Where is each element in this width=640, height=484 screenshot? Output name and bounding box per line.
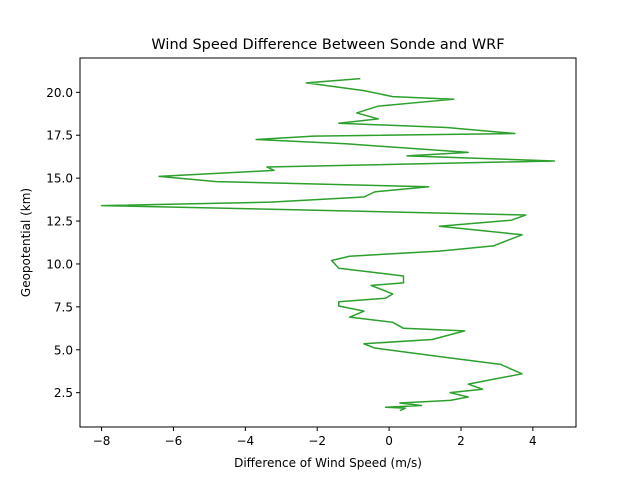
y-axis-label: Geopotential (km) <box>19 188 33 297</box>
x-tick-label: 0 <box>385 434 393 448</box>
x-axis-ticks: −8 −6 −4 −2 0 2 4 <box>93 427 537 448</box>
series-line-0 <box>100 77 556 412</box>
x-tick-label: −2 <box>308 434 326 448</box>
y-tick-label: 10.0 <box>46 257 73 271</box>
y-tick-label: 2.5 <box>54 386 73 400</box>
x-tick-label: −6 <box>165 434 183 448</box>
y-tick-label: 12.5 <box>46 215 73 229</box>
y-axis-ticks: 2.5 5.0 7.5 10.0 12.5 15.0 17.5 20.0 <box>46 86 80 400</box>
y-tick-label: 5.0 <box>54 343 73 357</box>
y-tick-label: 15.0 <box>46 172 73 186</box>
y-tick-label: 20.0 <box>46 86 73 100</box>
x-tick-label: −4 <box>236 434 254 448</box>
plot-area-frame <box>79 57 577 428</box>
series-group <box>100 77 556 412</box>
chart-title: Wind Speed Difference Between Sonde and … <box>151 37 504 53</box>
y-tick-label: 17.5 <box>46 129 73 143</box>
x-tick-label: 4 <box>529 434 537 448</box>
x-axis-label: Difference of Wind Speed (m/s) <box>234 456 422 470</box>
x-tick-label: −8 <box>93 434 111 448</box>
y-tick-label: 7.5 <box>54 300 73 314</box>
x-tick-label: 2 <box>457 434 465 448</box>
